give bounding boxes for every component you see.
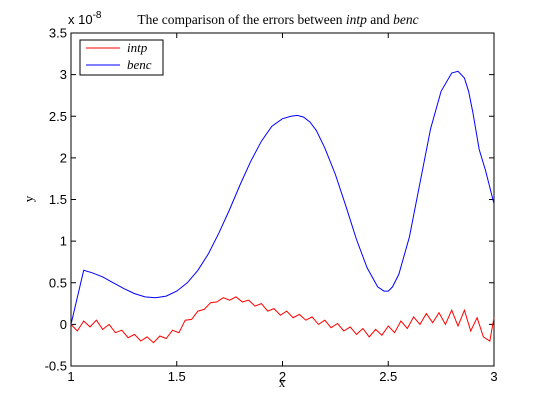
legend: intp benc bbox=[80, 40, 163, 75]
x-tick-label: 3 bbox=[490, 369, 497, 384]
y-tick-label: 0.5 bbox=[49, 275, 67, 290]
title-part: benc bbox=[393, 12, 418, 27]
legend-label-benc: benc bbox=[127, 57, 152, 72]
x-tick-label: 2.5 bbox=[379, 369, 397, 384]
title-part: and bbox=[367, 12, 393, 27]
x-tick-label: 1 bbox=[67, 369, 74, 384]
title-part: intp bbox=[346, 12, 367, 27]
y-tick-label: 1.5 bbox=[49, 192, 67, 207]
y-tick-label: -0.5 bbox=[45, 359, 67, 374]
title-part: The comparison of the errors between bbox=[137, 12, 345, 27]
y-tick-label: 3 bbox=[60, 67, 67, 82]
y-tick-label: 3.5 bbox=[49, 26, 67, 41]
y-tick-label: 2 bbox=[60, 150, 67, 165]
plot-area bbox=[71, 33, 494, 366]
x-axis-label: x bbox=[279, 375, 286, 390]
y-tick-label: 1 bbox=[60, 234, 67, 249]
x-tick-label: 1.5 bbox=[168, 369, 186, 384]
svg-text:x 10-8: x 10-8 bbox=[68, 10, 102, 27]
y-exponent-base: x 10 bbox=[68, 12, 93, 27]
y-axis-label: y bbox=[21, 195, 36, 202]
y-exponent-power: -8 bbox=[93, 10, 102, 21]
y-exponent-label: x 10-8 bbox=[68, 10, 102, 27]
legend-label-intp: intp bbox=[127, 40, 148, 55]
y-tick-label: 0 bbox=[60, 317, 67, 332]
chart-title: The comparison of the errors between int… bbox=[137, 12, 418, 27]
y-tick-label: 2.5 bbox=[49, 109, 67, 124]
